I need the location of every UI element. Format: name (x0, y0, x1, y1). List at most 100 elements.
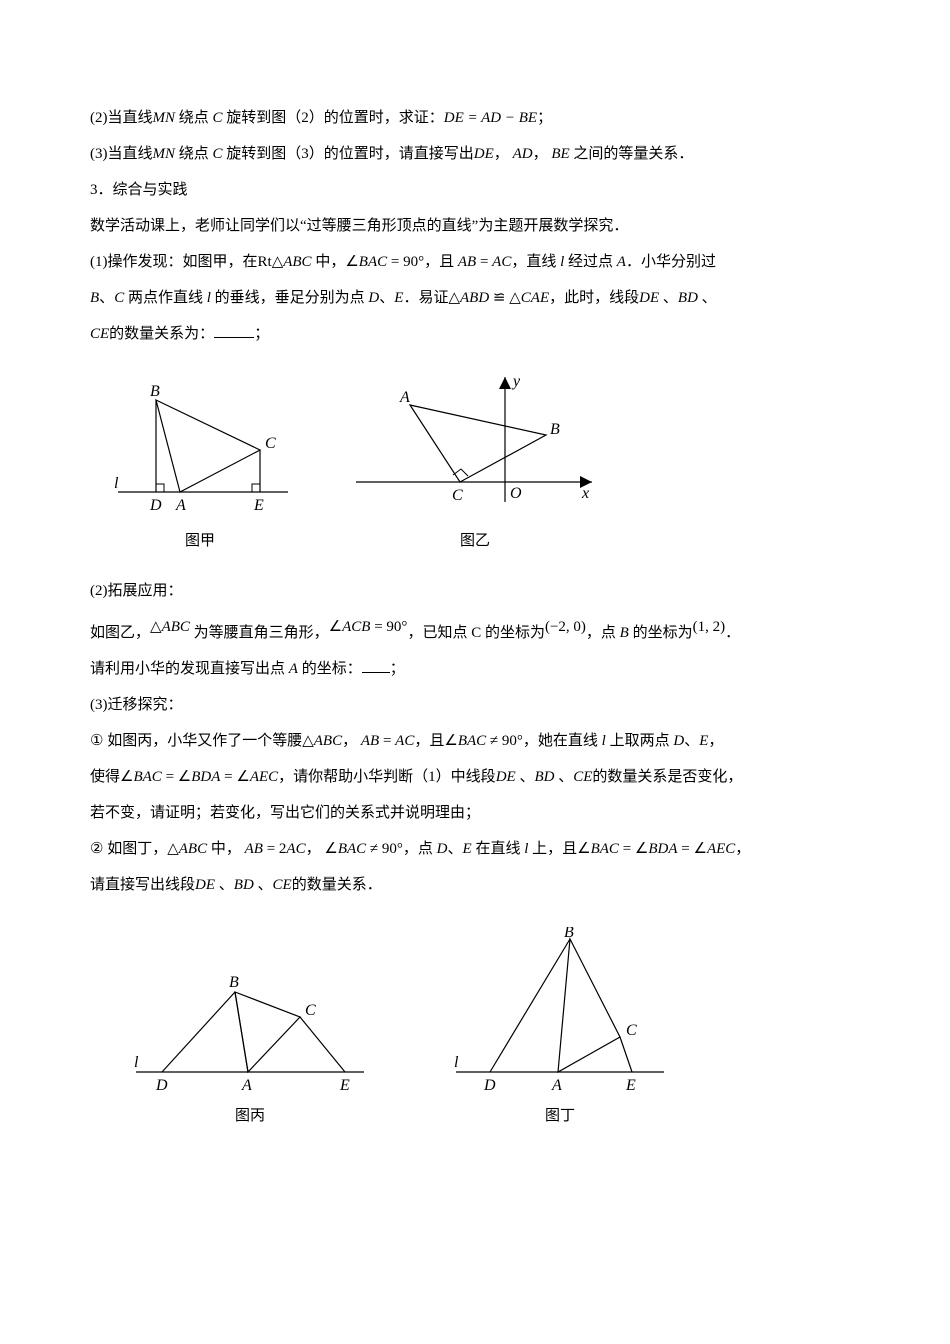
d: D (368, 290, 379, 306)
num: ② (90, 841, 107, 857)
lbll: l (454, 1054, 459, 1071)
a: A (617, 254, 626, 270)
ab: AB (458, 254, 476, 270)
t: 、 (663, 290, 678, 306)
t: 、 (702, 290, 717, 306)
b: B (620, 625, 629, 641)
ang: ∠ (345, 254, 358, 270)
ce: CE (90, 326, 109, 342)
caption-ding: 图丁 (545, 1103, 575, 1130)
abc: ABC (314, 733, 342, 749)
lblA: A (551, 1077, 562, 1094)
figure-yi: y x A B C O 图乙 (350, 372, 600, 555)
ang: ∠ (120, 769, 133, 785)
figure-ding-svg: B C l D A E (450, 927, 670, 1097)
t: 的数量关系． (292, 877, 382, 893)
abd: ABD (460, 290, 489, 306)
problem-2-line: (2)当直线MN 绕点 C 旋转到图（2）的位置时，求证：DE = AD − B… (90, 100, 860, 136)
fill-blank[interactable] (214, 323, 254, 338)
cae: CAE (521, 290, 549, 306)
ang2: ∠ (178, 769, 191, 785)
section-3c-line: 若不变，请证明；若变化，写出它们的关系式并说明理由； (90, 795, 860, 831)
e: E (699, 733, 708, 749)
b-coord: (1, 2) (693, 619, 726, 635)
ang: ∠ (329, 619, 342, 635)
caption-jia: 图甲 (185, 528, 215, 555)
section-2-head: (2)拓展应用： (90, 573, 860, 609)
t: 两点作直线 (124, 290, 207, 306)
ang4: ∠ (694, 841, 707, 857)
ab: AB (245, 841, 263, 857)
lblC: C (305, 1002, 316, 1019)
fill-blank[interactable] (362, 658, 390, 673)
eq3: = (678, 841, 694, 857)
t: 、 (379, 290, 394, 306)
t: 、 (448, 841, 463, 857)
t: ，且 (424, 254, 458, 270)
mn: MN (153, 110, 176, 126)
lblE: E (625, 1077, 636, 1094)
bac: BAC (458, 733, 486, 749)
t: ； (537, 110, 552, 126)
bda: BDA (648, 841, 677, 857)
t: 使得 (90, 769, 120, 785)
tri2: △ (509, 290, 521, 306)
bac: BAC (359, 254, 387, 270)
bda: BDA (191, 769, 220, 785)
a: A (289, 661, 298, 677)
t: 、 (99, 290, 114, 306)
section-1-line1: (1)操作发现：如图甲，在Rt△ABC 中，∠BAC = 90°，且 AB = … (90, 244, 860, 280)
t: ． (725, 625, 740, 641)
t: ，她在直线 (523, 733, 602, 749)
tri: △ (448, 290, 460, 306)
ang: ∠ (324, 841, 337, 857)
ac: AC (395, 733, 414, 749)
ang3: ∠ (635, 841, 648, 857)
t: 的数量关系为： (109, 326, 214, 342)
t: 、 (519, 769, 534, 785)
lblC: C (452, 487, 463, 504)
ang3: ∠ (236, 769, 249, 785)
eq: DE = AD − BE (444, 110, 537, 126)
lblB: B (564, 927, 574, 941)
t: ， (494, 146, 509, 162)
problem-3-line: (3)当直线MN 绕点 C 旋转到图（3）的位置时，请直接写出DE， AD， B… (90, 136, 860, 172)
t: 、 (684, 733, 699, 749)
neq: ≠ 90° (486, 733, 523, 749)
t: 旋转到图（3）的位置时，请直接写出 (223, 146, 474, 162)
t: 、 (258, 877, 273, 893)
tri: △ (150, 619, 162, 635)
eq90: = 90° (370, 619, 407, 635)
figure-yi-svg: y x A B C O (350, 372, 600, 522)
lblA: A (399, 389, 410, 406)
bac: BAC (133, 769, 161, 785)
t: 绕点 (175, 110, 213, 126)
eq2: = (619, 841, 635, 857)
t: 、 (219, 877, 234, 893)
bac: BAC (338, 841, 366, 857)
lblC: C (265, 435, 276, 452)
section-1-line2: B、C 两点作直线 l 的垂线，垂足分别为点 D、E．易证△ABD ≌ △CAE… (90, 280, 860, 316)
t: 的坐标： (298, 661, 362, 677)
t: 中， (207, 841, 241, 857)
section-3d-line: ② 如图丁，△ABC 中， AB = 2AC， ∠BAC ≠ 90°，点 D、E… (90, 831, 860, 867)
abc: ABC (179, 841, 207, 857)
t: ．小华分别过 (626, 254, 716, 270)
caption-bing: 图丙 (235, 1103, 265, 1130)
eq: = (263, 841, 279, 857)
de: DE (474, 146, 494, 162)
de: DE (639, 290, 659, 306)
ce: CE (273, 877, 292, 893)
de: DE (496, 769, 516, 785)
section-3-head: (3)迁移探究： (90, 687, 860, 723)
de: DE (195, 877, 215, 893)
lblA: A (175, 497, 186, 514)
q3-heading: 3．综合与实践 (90, 172, 860, 208)
t: ， (306, 841, 321, 857)
t: ； (254, 326, 269, 342)
eq90: = 90° (387, 254, 424, 270)
num: ① (90, 733, 107, 749)
lblB: B (150, 383, 160, 400)
figures-row-2: B C l D A E 图丙 B C l D A E 图丁 (130, 927, 860, 1130)
t: ，已知点 C 的坐标为 (407, 625, 545, 641)
